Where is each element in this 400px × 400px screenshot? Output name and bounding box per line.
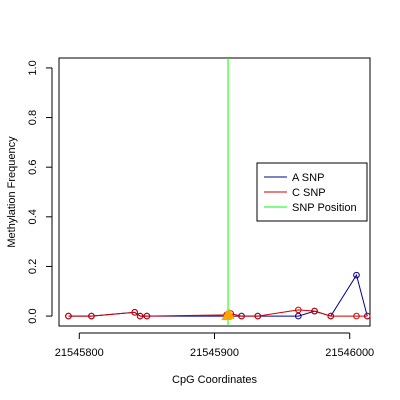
legend: A SNP C SNP SNP Position — [256, 162, 368, 222]
data-point — [311, 307, 318, 315]
data-point — [65, 312, 72, 320]
snp-marker — [224, 308, 235, 319]
y-tick-label: 0.4 — [27, 209, 39, 224]
x-axis-title: CpG Coordinates — [172, 374, 257, 386]
data-point — [254, 312, 262, 320]
legend-label: C SNP — [292, 187, 326, 199]
data-point — [295, 312, 302, 320]
y-tick-label: 0.2 — [27, 259, 39, 274]
y-axis-title: Methylation Frequency — [6, 136, 18, 248]
y-tick-label: 0.6 — [27, 160, 39, 175]
data-point — [327, 312, 335, 320]
y-tick-label: 0.0 — [27, 308, 39, 323]
data-point — [295, 306, 302, 314]
data-point — [143, 312, 151, 320]
x-tick-label: 21545800 — [55, 347, 104, 359]
series-layer — [65, 271, 371, 320]
data-point — [363, 312, 371, 320]
series-line-c-snp — [68, 309, 368, 317]
snp-marker-layer — [221, 308, 235, 321]
data-point — [88, 312, 95, 320]
x-tick-label: 21546000 — [325, 347, 374, 359]
data-point — [238, 312, 245, 320]
x-tick-label: 21545900 — [190, 347, 239, 359]
y-axis: 0.0 0.2 0.4 0.6 0.8 1.0 — [27, 60, 53, 324]
x-axis: 21545800 21545900 21546000 — [55, 332, 374, 359]
data-point — [131, 309, 139, 316]
series-line-a-snp — [68, 273, 368, 317]
legend-label: A SNP — [292, 172, 324, 184]
data-point — [353, 271, 360, 279]
y-tick-label: 0.8 — [27, 110, 39, 125]
plot-frame — [58, 57, 371, 327]
data-point — [353, 312, 360, 320]
data-point — [136, 312, 144, 320]
y-tick-label: 1.0 — [27, 60, 39, 75]
legend-label: SNP Position — [292, 202, 357, 214]
